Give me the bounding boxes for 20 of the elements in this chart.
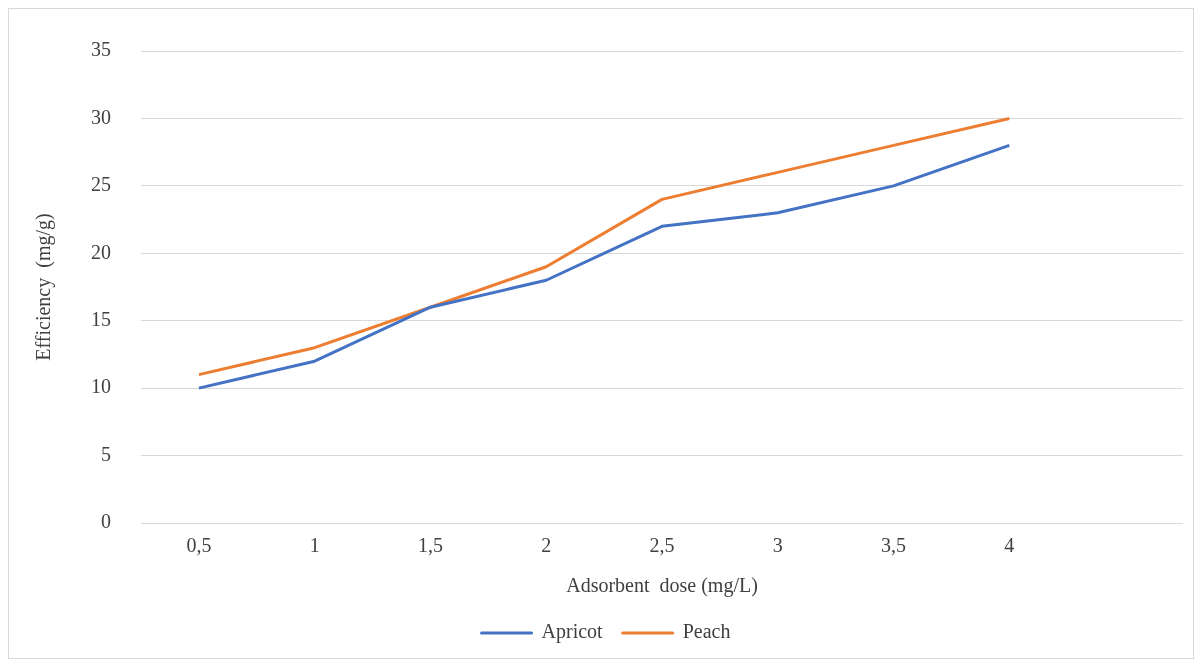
y-tick-label: 15: [91, 307, 111, 330]
x-tick-label: 0,5: [186, 534, 212, 557]
x-tick-label: 2,5: [649, 534, 675, 557]
y-tick-label: 0: [101, 510, 111, 533]
y-tick-label: 10: [91, 375, 111, 398]
y-tick-label: 20: [91, 240, 111, 263]
legend-label: Apricot: [541, 620, 604, 644]
x-tick-label: 4: [1004, 534, 1015, 557]
x-tick-label: 1: [309, 534, 320, 557]
x-tick-label: 2: [541, 534, 552, 557]
x-tick-label: 3,5: [881, 534, 907, 557]
x-axis-title: Adsorbent dose (mg/L): [566, 574, 758, 598]
x-tick-label: 1,5: [417, 534, 443, 557]
y-tick-label: 5: [101, 442, 111, 465]
legend-label: Peach: [682, 620, 731, 643]
y-axis-title: Efficiency (mg/g): [32, 213, 56, 361]
y-tick-label: 25: [91, 173, 111, 196]
y-tick-label: 35: [91, 38, 111, 61]
y-tick-label: 30: [91, 105, 111, 128]
x-tick-label: 3: [772, 534, 783, 557]
